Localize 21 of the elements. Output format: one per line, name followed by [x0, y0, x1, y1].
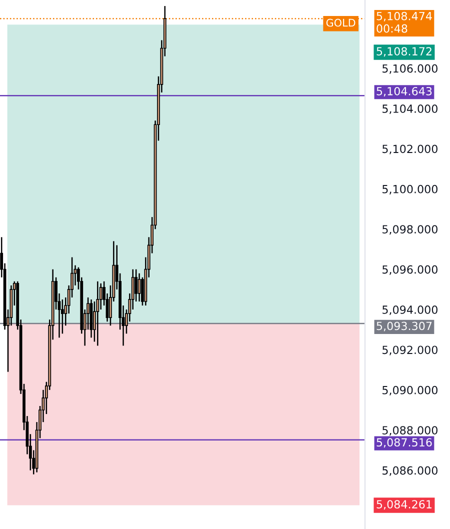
y-tick-label: 5,100.000: [382, 184, 438, 194]
y-tick-label: 5,104.000: [382, 104, 438, 114]
y-tick-label: 5,092.000: [382, 346, 438, 356]
band-label: 5,084.261: [376, 500, 432, 510]
y-tick-label: 5,096.000: [382, 265, 438, 275]
y-tick-label: 5,090.000: [382, 386, 438, 396]
text: 00:48: [376, 24, 408, 33]
ref-line-label: 5,087.516: [376, 438, 432, 448]
y-tick-label: 5,102.000: [382, 144, 438, 154]
candlestick: [96, 280, 100, 346]
band-label: 5,108.172: [376, 47, 432, 57]
ref-line-label: 5,093.307: [376, 322, 432, 332]
candlestick: [134, 268, 138, 302]
ref-line-label: 5,104.643: [376, 86, 432, 96]
y-tick-label: 5,106.000: [382, 64, 438, 74]
y-tick-label: 5,094.000: [382, 305, 438, 316]
y-tick-label: 5,086.000: [382, 466, 438, 476]
y-tick-label: 5,098.000: [382, 225, 438, 235]
y-tick-label: 5,088.000: [382, 426, 438, 436]
ref-line-label: 5,108.474: [376, 12, 432, 22]
annotation: GOLD: [326, 18, 356, 27]
